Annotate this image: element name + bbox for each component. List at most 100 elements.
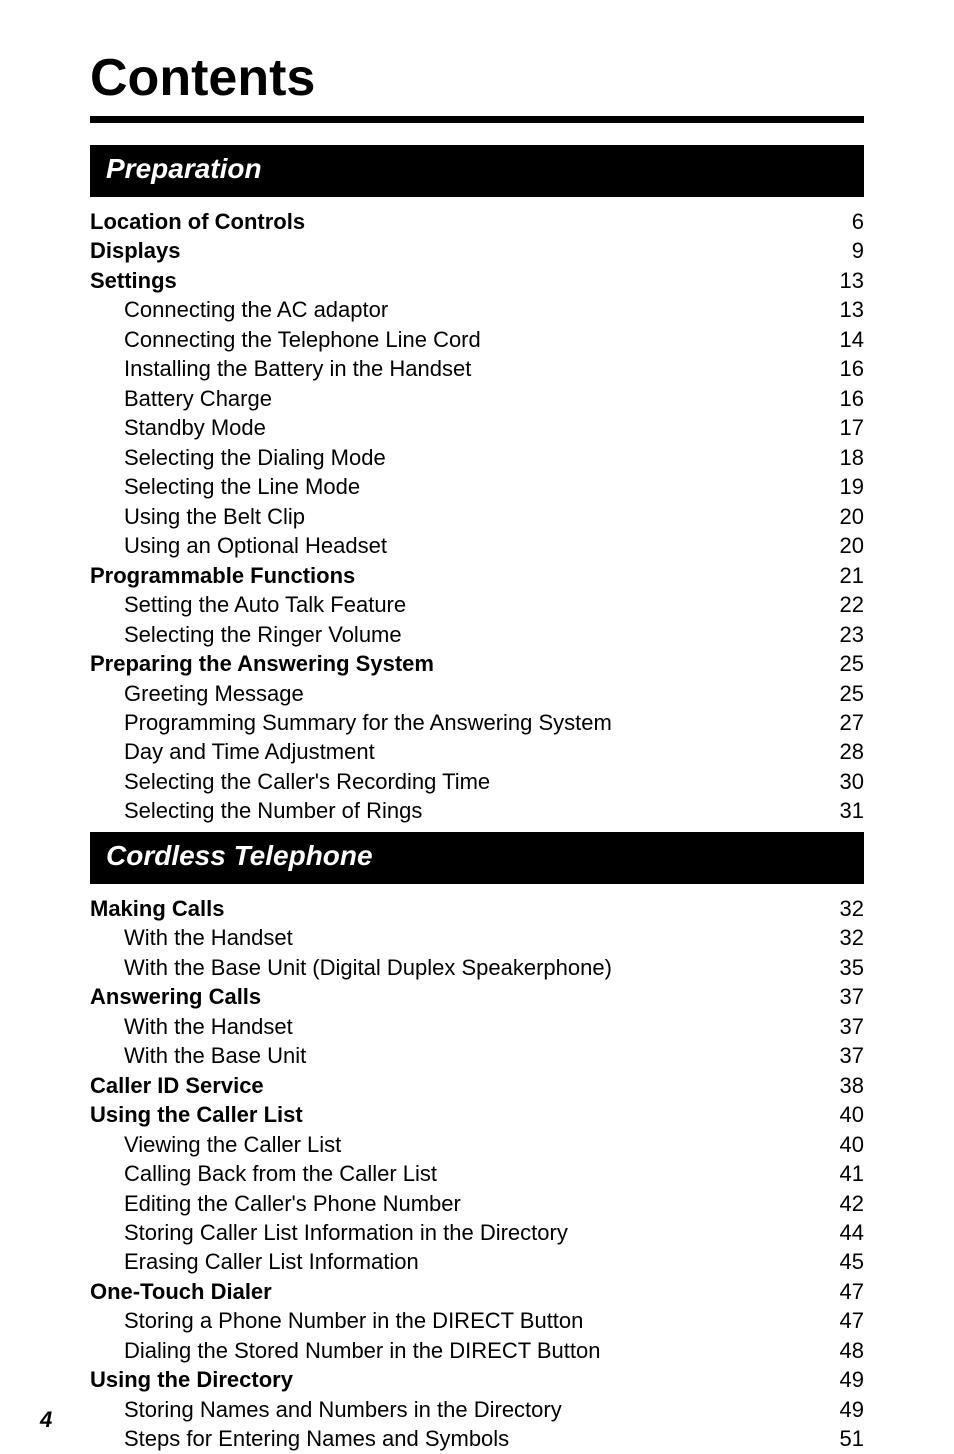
- section-header: Preparation: [90, 145, 864, 197]
- toc-page: 49: [834, 1395, 864, 1424]
- toc-row: With the Base Unit (Digital Duplex Speak…: [90, 953, 864, 982]
- toc-row: Using an Optional Headset 20: [90, 531, 864, 560]
- toc-row: Selecting the Ringer Volume23: [90, 620, 864, 649]
- toc-page: 45: [834, 1247, 864, 1276]
- toc-row: Standby Mode 17: [90, 413, 864, 442]
- toc-label: Using an Optional Headset: [124, 531, 387, 560]
- toc-label: Selecting the Number of Rings: [124, 796, 422, 825]
- title-rule: [90, 116, 864, 123]
- toc-row: Preparing the Answering System 25: [90, 649, 864, 678]
- toc-page: 19: [834, 472, 864, 501]
- toc-label: Answering Calls: [90, 982, 261, 1011]
- toc-row: Viewing the Caller List40: [90, 1130, 864, 1159]
- toc-row: With the Base Unit 37: [90, 1041, 864, 1070]
- toc-label: Using the Directory: [90, 1365, 293, 1394]
- toc-label: Location of Controls: [90, 207, 305, 236]
- toc-page: 14: [834, 325, 864, 354]
- toc-label: Using the Caller List: [90, 1100, 303, 1129]
- toc-page: 16: [834, 384, 864, 413]
- toc-page: 37: [834, 982, 864, 1011]
- toc-row: Using the Belt Clip20: [90, 502, 864, 531]
- toc-label: Standby Mode: [124, 413, 266, 442]
- toc-row: Selecting the Caller's Recording Time 30: [90, 767, 864, 796]
- toc-page: 41: [834, 1159, 864, 1188]
- toc-page: 51: [834, 1424, 864, 1453]
- toc-label: Making Calls: [90, 894, 224, 923]
- toc-row: Caller ID Service 38: [90, 1071, 864, 1100]
- toc-label: Erasing Caller List Information: [124, 1247, 419, 1276]
- toc-page: 28: [834, 737, 864, 766]
- contents-page: Contents PreparationLocation of Controls…: [0, 0, 954, 1453]
- toc-row: Using the Caller List40: [90, 1100, 864, 1129]
- toc-label: Selecting the Ringer Volume: [124, 620, 402, 649]
- toc-label: Programmable Functions: [90, 561, 355, 590]
- toc-label: Viewing the Caller List: [124, 1130, 341, 1159]
- toc-label: Connecting the AC adaptor: [124, 295, 388, 324]
- toc-label: With the Base Unit (Digital Duplex Speak…: [124, 953, 612, 982]
- toc-row: Location of Controls6: [90, 207, 864, 236]
- toc-page: 49: [834, 1365, 864, 1394]
- toc-page: 25: [834, 649, 864, 678]
- toc-label: Calling Back from the Caller List: [124, 1159, 437, 1188]
- toc-list: Making Calls32 With the Handset 32 With the…: [90, 894, 864, 1454]
- toc-page: 32: [834, 923, 864, 952]
- toc-label: Caller ID Service: [90, 1071, 264, 1100]
- section-header: Cordless Telephone: [90, 832, 864, 884]
- toc-row: Programming Summary for the Answering Sy…: [90, 708, 864, 737]
- toc-page: 37: [834, 1012, 864, 1041]
- toc-page: 18: [834, 443, 864, 472]
- toc-label: Editing the Caller's Phone Number: [124, 1189, 461, 1218]
- toc-label: Steps for Entering Names and Symbols: [124, 1424, 509, 1453]
- toc-label: Selecting the Caller's Recording Time: [124, 767, 490, 796]
- toc-row: Setting the Auto Talk Feature 22: [90, 590, 864, 619]
- toc-page: 38: [834, 1071, 864, 1100]
- toc-row: Selecting the Line Mode19: [90, 472, 864, 501]
- toc-label: Settings: [90, 266, 177, 295]
- toc-label: With the Base Unit: [124, 1041, 306, 1070]
- toc-page: 42: [834, 1189, 864, 1218]
- toc-label: Greeting Message: [124, 679, 304, 708]
- toc-page: 31: [834, 796, 864, 825]
- toc-row: Greeting Message 25: [90, 679, 864, 708]
- toc-row: Battery Charge16: [90, 384, 864, 413]
- toc-label: One-Touch Dialer: [90, 1277, 272, 1306]
- toc-label: Preparing the Answering System: [90, 649, 434, 678]
- toc-row: Dialing the Stored Number in the DIRECT …: [90, 1336, 864, 1365]
- toc-row: Calling Back from the Caller List 41: [90, 1159, 864, 1188]
- toc-row: Selecting the Number of Rings 31: [90, 796, 864, 825]
- toc-page: 17: [834, 413, 864, 442]
- toc-page: 22: [834, 590, 864, 619]
- toc-row: Programmable Functions 21: [90, 561, 864, 590]
- toc-row: Selecting the Dialing Mode18: [90, 443, 864, 472]
- toc-row: Making Calls32: [90, 894, 864, 923]
- toc-label: Storing Names and Numbers in the Directo…: [124, 1395, 562, 1424]
- toc-page: 37: [834, 1041, 864, 1070]
- toc-page: 20: [834, 531, 864, 560]
- toc-page: 21: [834, 561, 864, 590]
- toc-page: 13: [834, 266, 864, 295]
- toc-sections-container: PreparationLocation of Controls6Displays…: [90, 145, 864, 1454]
- toc-label: Programming Summary for the Answering Sy…: [124, 708, 612, 737]
- toc-row: Storing Names and Numbers in the Directo…: [90, 1395, 864, 1424]
- toc-label: Dialing the Stored Number in the DIRECT …: [124, 1336, 601, 1365]
- toc-page: 13: [834, 295, 864, 324]
- toc-row: With the Handset 37: [90, 1012, 864, 1041]
- toc-list: Location of Controls6Displays9Settings13…: [90, 207, 864, 826]
- toc-label: Storing Caller List Information in the D…: [124, 1218, 568, 1247]
- toc-page: 25: [834, 679, 864, 708]
- toc-label: Installing the Battery in the Handset: [124, 354, 471, 383]
- toc-row: Connecting the AC adaptor 13: [90, 295, 864, 324]
- toc-row: Day and Time Adjustment28: [90, 737, 864, 766]
- toc-label: Setting the Auto Talk Feature: [124, 590, 406, 619]
- toc-page: 35: [834, 953, 864, 982]
- toc-page: 47: [834, 1306, 864, 1335]
- toc-row: Settings 13: [90, 266, 864, 295]
- toc-row: Storing Caller List Information in the D…: [90, 1218, 864, 1247]
- toc-page: 30: [834, 767, 864, 796]
- toc-page: 20: [834, 502, 864, 531]
- toc-label: With the Handset: [124, 1012, 293, 1041]
- toc-page: 27: [834, 708, 864, 737]
- page-number: 4: [40, 1407, 52, 1433]
- toc-row: Using the Directory 49: [90, 1365, 864, 1394]
- toc-row: Storing a Phone Number in the DIRECT But…: [90, 1306, 864, 1335]
